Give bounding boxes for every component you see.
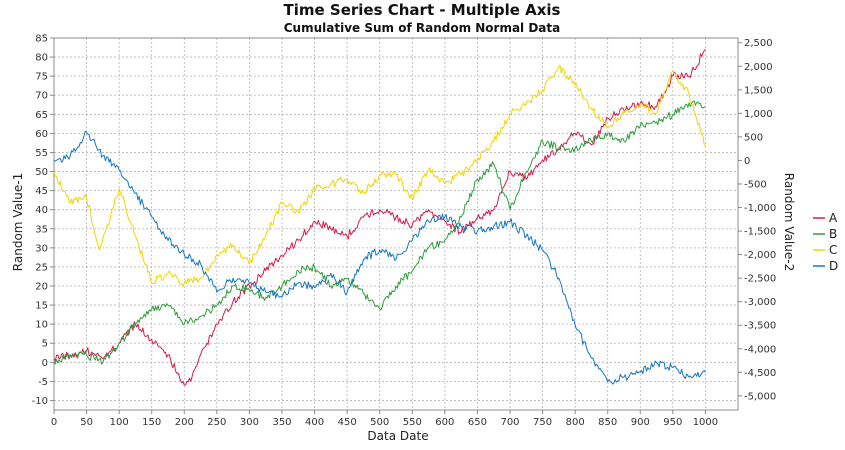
y-left-tick-label: 55 <box>35 148 48 159</box>
x-tick-label: 1000 <box>693 417 718 428</box>
y-right-tick-label: -3,000 <box>744 297 776 308</box>
y-left-tick-label: 80 <box>35 53 48 64</box>
y-right-tick-label: 500 <box>744 132 763 143</box>
x-tick-label: 600 <box>435 417 454 428</box>
x-tick-label: 650 <box>468 417 487 428</box>
y-left-tick-label: 10 <box>35 320 48 331</box>
y-left-tick-label: 50 <box>35 167 48 178</box>
y-left-tick-label: 25 <box>35 262 48 273</box>
x-tick-label: 950 <box>663 417 682 428</box>
x-tick-label: 100 <box>110 417 129 428</box>
y-left-tick-label: 35 <box>35 224 48 235</box>
legend-label-c: C <box>829 243 837 257</box>
y-left-tick-label: 20 <box>35 282 48 293</box>
y-left-tick-label: -10 <box>32 396 48 407</box>
y-right-tick-label: -500 <box>744 179 767 190</box>
series-line-b <box>53 100 706 365</box>
x-tick-label: 500 <box>370 417 389 428</box>
y-right-tick-label: 1,000 <box>744 109 773 120</box>
y-right-tick-label: -1,500 <box>744 227 776 238</box>
y-right-tick-label: -2,500 <box>744 274 776 285</box>
y-left-tick-label: 15 <box>35 301 48 312</box>
x-tick-label: 400 <box>305 417 324 428</box>
y-left-tick-label: 60 <box>35 129 48 140</box>
y-left-tick-label: 0 <box>42 358 48 369</box>
plot-area: 0 50 100 150 200 250 300 350 400 450 500 550 600 650 7… <box>32 34 839 429</box>
plot-border <box>53 37 739 411</box>
x-tick-label: 450 <box>338 417 357 428</box>
x-tick-label: 300 <box>240 417 259 428</box>
y-right-tick-label: 0 <box>744 156 750 167</box>
y-left-tick-label: 65 <box>35 110 48 121</box>
x-tick-label: 700 <box>500 417 519 428</box>
x-tick-label: 800 <box>566 417 585 428</box>
series-line-c <box>53 64 706 287</box>
chart-subtitle: Cumulative Sum of Random Normal Data <box>284 21 561 35</box>
y-right-tick-label: -3,500 <box>744 321 776 332</box>
y-right-tick-label: -2,000 <box>744 250 776 261</box>
x-tick-label: 200 <box>175 417 194 428</box>
x-axis-label: Data Date <box>367 429 428 443</box>
legend-label-d: D <box>829 259 838 273</box>
y-axis-right-label: Random Value-2 <box>782 173 796 271</box>
x-tick-label: 850 <box>598 417 617 428</box>
legend-label-a: A <box>829 211 838 225</box>
legend-label-b: B <box>829 227 837 241</box>
x-tick-label: 750 <box>533 417 552 428</box>
x-tick-label: 50 <box>80 417 93 428</box>
x-tick-label: 150 <box>142 417 161 428</box>
y-right-tick-label: 1,500 <box>744 85 773 96</box>
y-right-tick-label: 2,000 <box>744 62 773 73</box>
x-tick-label: 550 <box>403 417 422 428</box>
y-left-tick-label: 85 <box>35 34 48 45</box>
y-left-tick-label: 40 <box>35 205 48 216</box>
y-left-tick-label: 70 <box>35 91 48 102</box>
plot-background <box>54 38 738 410</box>
y-right-tick-label: -5,000 <box>744 391 776 402</box>
y-axis-left-label: Random Value-1 <box>11 173 25 271</box>
y-right-tick-label: -4,500 <box>744 368 776 379</box>
y-left-tick-label: 45 <box>35 186 48 197</box>
x-tick-label: 250 <box>207 417 226 428</box>
y-right-tick-label: 2,500 <box>744 38 773 49</box>
y-right-tick-label: -4,000 <box>744 344 776 355</box>
series-line-d <box>53 130 706 385</box>
y-left-tick-label: 30 <box>35 243 48 254</box>
chart-title: Time Series Chart - Multiple Axis <box>284 1 561 19</box>
y-right-tick-label: -1,000 <box>744 203 776 214</box>
y-left-tick-label: -5 <box>38 377 48 388</box>
x-tick-label: 350 <box>272 417 291 428</box>
x-tick-label: 0 <box>51 417 57 428</box>
x-tick-label: 900 <box>631 417 650 428</box>
y-left-tick-label: 5 <box>42 339 48 350</box>
y-left-tick-label: 75 <box>35 72 48 83</box>
